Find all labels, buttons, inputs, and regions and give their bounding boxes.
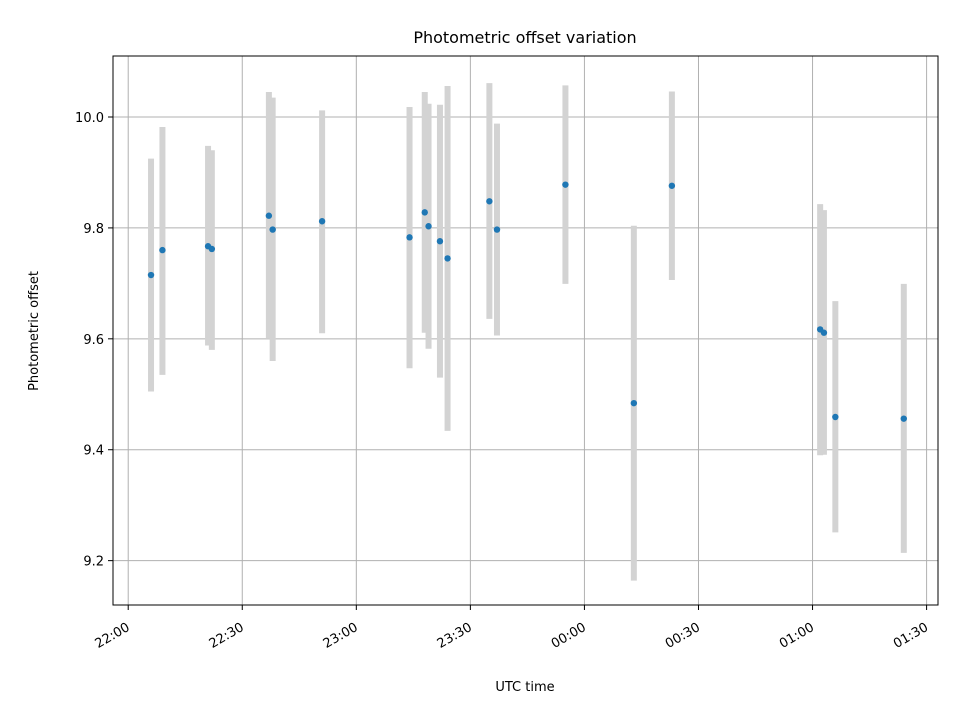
y-tick-label: 9.8 [83,222,104,237]
data-point [265,212,273,219]
y-tick-label: 9.6 [83,333,104,348]
y-axis-label: Photometric offset [27,271,42,391]
x-axis-label: UTC time [495,680,554,695]
data-points [147,181,907,422]
data-point [425,223,432,230]
y-tick-label: 9.4 [83,444,104,459]
data-point [444,255,451,262]
data-point [147,271,155,279]
y-tick-label: 9.2 [83,555,104,570]
y-axis-ticks: 9.2 9.4 9.6 9.8 10.0 [75,111,113,570]
plot-frame [112,55,939,606]
grid [113,56,938,605]
data-point [820,329,828,336]
data-point [318,218,326,225]
data-point [668,182,676,189]
y-tick-label: 10.0 [75,111,104,126]
data-point [486,198,493,205]
data-point [421,209,428,216]
data-point [159,246,166,254]
data-point [436,238,444,245]
data-point [630,399,638,407]
data-point [493,226,501,233]
data-point [562,181,569,188]
data-point [900,415,907,422]
data-point [208,245,216,253]
chart-title: Photometric offset variation [413,28,636,47]
data-point [406,234,413,241]
data-point [832,413,839,421]
data-point [269,226,276,233]
